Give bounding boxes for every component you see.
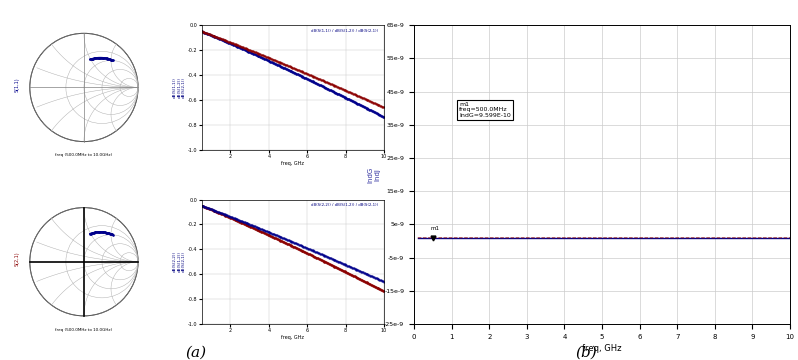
X-axis label: freq, GHz: freq, GHz	[282, 161, 304, 166]
Text: freq (500.0MHz to 10.0GHz): freq (500.0MHz to 10.0GHz)	[55, 328, 113, 332]
Text: S(1,1): S(1,1)	[15, 77, 20, 92]
Text: dB(S(1,1)) / dB(S(1,2)) / dB(S(2,1)): dB(S(1,1)) / dB(S(1,2)) / dB(S(2,1))	[311, 29, 378, 33]
Text: m1: m1	[431, 226, 440, 231]
X-axis label: freq, GHz: freq, GHz	[583, 344, 622, 353]
Text: (a): (a)	[185, 345, 206, 359]
Text: freq (500.0MHz to 10.0GHz): freq (500.0MHz to 10.0GHz)	[55, 153, 113, 157]
Text: (b): (b)	[575, 345, 598, 359]
Y-axis label: IndG
IndJ: IndG IndJ	[367, 166, 380, 183]
Text: S(2,1): S(2,1)	[15, 252, 20, 266]
Text: m1
freq=500.0MHz
IndG=9.599E-10: m1 freq=500.0MHz IndG=9.599E-10	[459, 102, 511, 118]
Y-axis label: dB(S(2,2))
dB(S(1,2))
dB(S(2,1)): dB(S(2,2)) dB(S(1,2)) dB(S(2,1))	[172, 251, 186, 272]
Y-axis label: dB(S(1,1))
dB(S(1,2))
dB(S(2,1)): dB(S(1,1)) dB(S(1,2)) dB(S(2,1))	[172, 77, 186, 98]
X-axis label: freq, GHz: freq, GHz	[282, 335, 304, 340]
Text: dB(S(2,2)) / dB(S(1,2)) / dB(S(2,1)): dB(S(2,2)) / dB(S(1,2)) / dB(S(2,1))	[311, 203, 378, 207]
